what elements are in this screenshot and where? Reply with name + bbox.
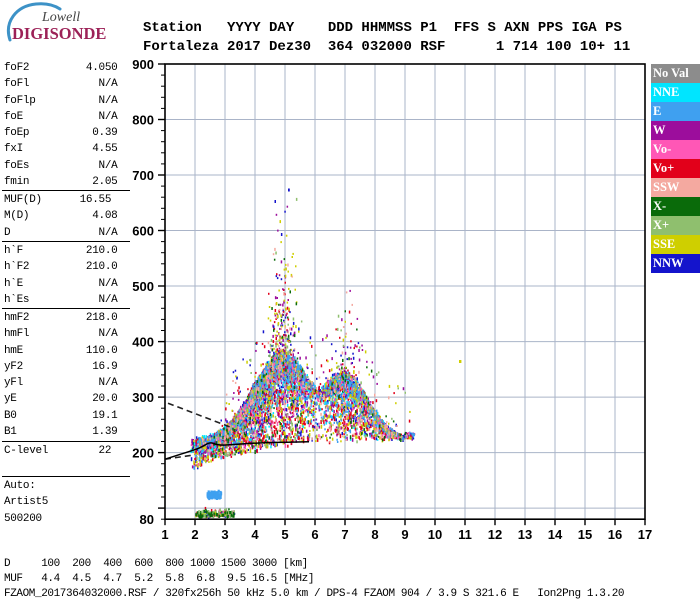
svg-text:14: 14 (548, 527, 563, 542)
svg-text:1: 1 (161, 527, 168, 542)
svg-text:600: 600 (132, 224, 154, 239)
svg-text:17: 17 (638, 527, 652, 542)
svg-text:11: 11 (458, 527, 472, 542)
svg-text:16: 16 (608, 527, 622, 542)
svg-text:3: 3 (221, 527, 228, 542)
svg-text:900: 900 (132, 57, 154, 72)
svg-text:700: 700 (132, 168, 154, 183)
svg-text:300: 300 (132, 390, 154, 405)
svg-text:10: 10 (428, 527, 442, 542)
svg-text:8: 8 (371, 527, 378, 542)
svg-text:400: 400 (132, 335, 154, 350)
svg-text:2: 2 (191, 527, 198, 542)
svg-text:500: 500 (132, 279, 154, 294)
svg-text:15: 15 (578, 527, 592, 542)
svg-text:4: 4 (251, 527, 259, 542)
svg-text:6: 6 (311, 527, 318, 542)
svg-text:5: 5 (281, 527, 288, 542)
svg-text:12: 12 (488, 527, 502, 542)
svg-text:800: 800 (132, 113, 154, 128)
svg-text:200: 200 (132, 446, 154, 461)
svg-text:7: 7 (341, 527, 348, 542)
svg-text:13: 13 (518, 527, 532, 542)
svg-text:9: 9 (401, 527, 408, 542)
svg-text:80: 80 (140, 512, 154, 527)
